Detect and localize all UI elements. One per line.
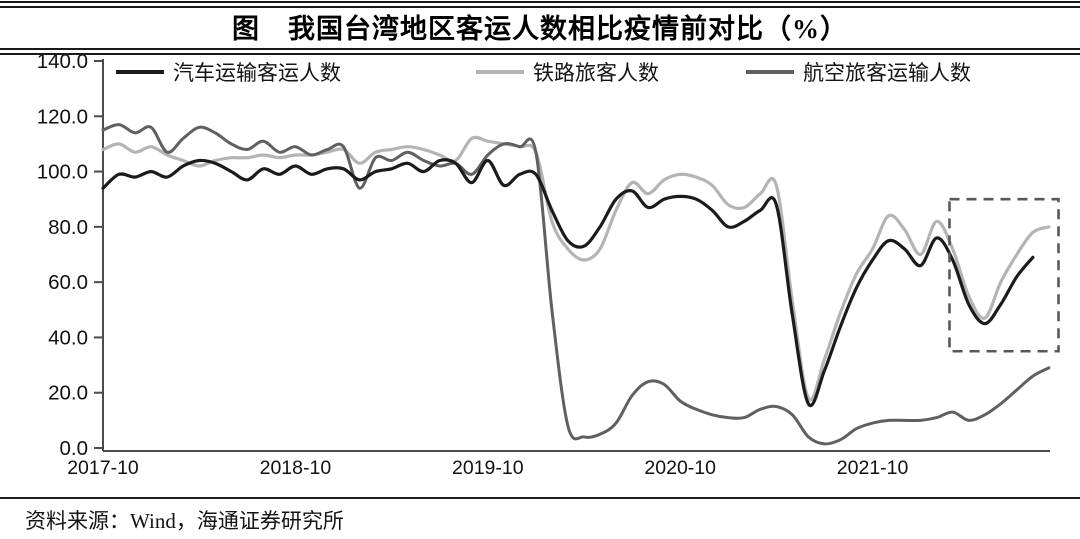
- y-axis-label: 0.0: [60, 437, 89, 460]
- y-axis-label: 140.0: [37, 55, 88, 73]
- source-divider: [0, 497, 1080, 499]
- y-axis-label: 20.0: [48, 382, 88, 405]
- air-line-swatch-icon: [746, 70, 794, 74]
- x-axis-label: 2018-10: [260, 457, 332, 479]
- line-chart: 140.0 120.0 100.0 80.0 60.0 40.0 20.0 0.02017-1…: [37, 55, 1060, 479]
- series-line-rail: [101, 135, 1051, 402]
- top-divider: [0, 1, 1080, 8]
- legend-item-air[interactable]: 航空旅客运输人数: [746, 60, 971, 85]
- series-line-auto: [101, 158, 1035, 408]
- legend-item-rail[interactable]: 铁路旅客人数: [476, 60, 659, 85]
- x-axis-label: 2020-10: [644, 457, 716, 479]
- chart-area: 140.0 120.0 100.0 80.0 60.0 40.0 20.0 0.0 2017-1…: [0, 55, 1080, 495]
- y-axis-label: 100.0: [37, 161, 88, 184]
- source-note: 资料来源：Wind，海通证券研究所: [25, 509, 344, 533]
- x-axis-label: 2021-10: [837, 457, 909, 479]
- chart-title: 图 我国台湾地区客运人数相比疫情前对比（%）: [232, 14, 848, 44]
- legend-label: 铁路旅客人数: [533, 61, 659, 85]
- legend-label: 汽车运输客运人数: [173, 61, 341, 85]
- legend-item-auto[interactable]: 汽车运输客运人数: [116, 60, 341, 85]
- y-axis-label: 40.0: [48, 326, 88, 349]
- highlight-dashed-box: [948, 197, 1060, 353]
- x-axis-label: 2019-10: [452, 457, 524, 479]
- rail-line-swatch-icon: [476, 70, 524, 74]
- y-axis-label: 120.0: [37, 105, 88, 128]
- title-divider: [0, 48, 1080, 55]
- legend-label: 航空旅客运输人数: [803, 61, 971, 85]
- y-axis-label: 80.0: [48, 216, 88, 239]
- y-axis-label: 60.0: [48, 271, 88, 294]
- auto-line-swatch-icon: [116, 70, 164, 74]
- series-line-air: [101, 123, 1051, 446]
- x-axis-label: 2017-10: [67, 457, 139, 479]
